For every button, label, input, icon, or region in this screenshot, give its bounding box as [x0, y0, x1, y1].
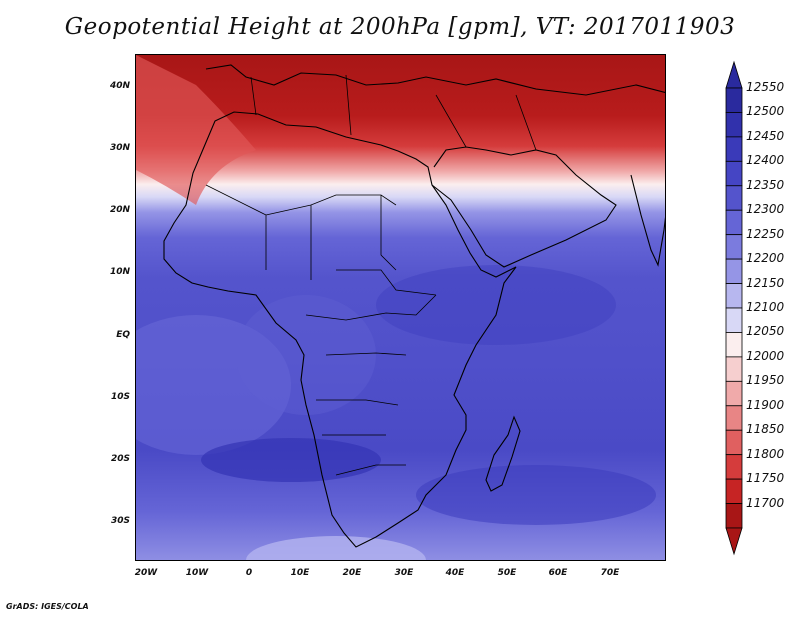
coastline — [163, 111, 517, 548]
colorbar-label: 12000 — [746, 348, 785, 363]
colorbar-swatch — [725, 258, 743, 284]
field-feature — [246, 536, 426, 560]
field-feature — [416, 465, 656, 525]
colorbar-label: 12450 — [746, 128, 785, 143]
colorbar-label: 12300 — [746, 202, 785, 217]
colorbar-swatch — [725, 454, 743, 480]
colorbar-label: 11800 — [746, 446, 785, 461]
lon-tick-label: 10W — [185, 568, 209, 578]
colorbar-label: 11900 — [746, 397, 785, 412]
colorbar-swatch — [725, 112, 743, 138]
colorbar-label: 11750 — [746, 471, 785, 486]
coastline — [485, 415, 521, 492]
colorbar-label: 12250 — [746, 226, 785, 241]
colorbar-top-arrow — [725, 60, 743, 89]
lon-tick-label: 40E — [445, 568, 465, 578]
lon-tick-label: 10E — [290, 568, 310, 578]
lat-tick-label: EQ — [116, 330, 130, 340]
colorbar-swatch — [725, 405, 743, 431]
colorbar-swatch — [725, 503, 743, 529]
lat-tick-label: 10N — [109, 267, 130, 277]
coastline — [205, 64, 665, 96]
colorbar-label: 12400 — [746, 153, 785, 168]
colorbar-swatch — [725, 209, 743, 236]
colorbar-swatch — [725, 380, 743, 407]
credit-text: GrADS: IGES/COLA — [6, 602, 89, 611]
lat-tick-label: 30S — [110, 516, 130, 526]
colorbar-label: 12150 — [746, 275, 785, 290]
colorbar-label: 12550 — [746, 80, 785, 94]
colorbar — [725, 60, 743, 556]
field-feature — [201, 438, 381, 482]
colorbar-label: 12500 — [746, 104, 785, 119]
coastline — [431, 146, 617, 268]
lon-tick-label: 70E — [600, 568, 620, 578]
colorbar-label: 11850 — [746, 422, 785, 437]
field-feature — [376, 265, 616, 345]
field-feature — [136, 315, 291, 455]
colorbar-swatch — [725, 356, 743, 382]
colorbar-label: 12100 — [746, 300, 785, 314]
colorbar-label: 11950 — [746, 373, 785, 388]
lon-tick-label: 20W — [134, 568, 158, 578]
lat-tick-label: 40N — [109, 81, 130, 91]
lon-tick-label: 30E — [394, 568, 414, 578]
lon-tick-label: 50E — [497, 568, 517, 578]
colorbar-swatch — [725, 478, 743, 504]
lat-tick-label: 10S — [110, 392, 130, 402]
colorbar-swatch — [725, 234, 743, 260]
colorbar-label: 12350 — [746, 177, 785, 192]
colorbar-swatch — [725, 87, 743, 113]
colorbar-label: 12050 — [746, 324, 785, 339]
lat-tick-label: 20N — [109, 205, 130, 215]
plot-title: Geopotential Height at 200hPa [gpm], VT:… — [64, 14, 736, 40]
colorbar-swatch — [725, 160, 743, 187]
lat-tick-label: 20S — [110, 454, 130, 464]
field-feature — [236, 295, 376, 415]
lon-tick-label: 20E — [342, 568, 362, 578]
colorbar-swatch — [725, 332, 743, 358]
lon-tick-label: 0 — [245, 568, 253, 578]
colorbar-label: 12200 — [746, 251, 785, 266]
coastline — [630, 174, 665, 267]
country-border — [205, 74, 537, 476]
colorbar-label: 11700 — [746, 495, 785, 510]
colorbar-swatch — [725, 185, 743, 211]
colorbar-swatch — [725, 136, 743, 162]
map-panel — [135, 54, 666, 561]
colorbar-swatch — [725, 307, 743, 333]
height-field — [136, 55, 665, 560]
colorbar-bottom-arrow — [725, 527, 743, 556]
colorbar-swatch — [725, 429, 743, 456]
colorbar-swatch — [725, 283, 743, 309]
lon-tick-label: 60E — [548, 568, 568, 578]
lat-tick-label: 30N — [109, 143, 130, 153]
field-feature — [136, 55, 256, 205]
